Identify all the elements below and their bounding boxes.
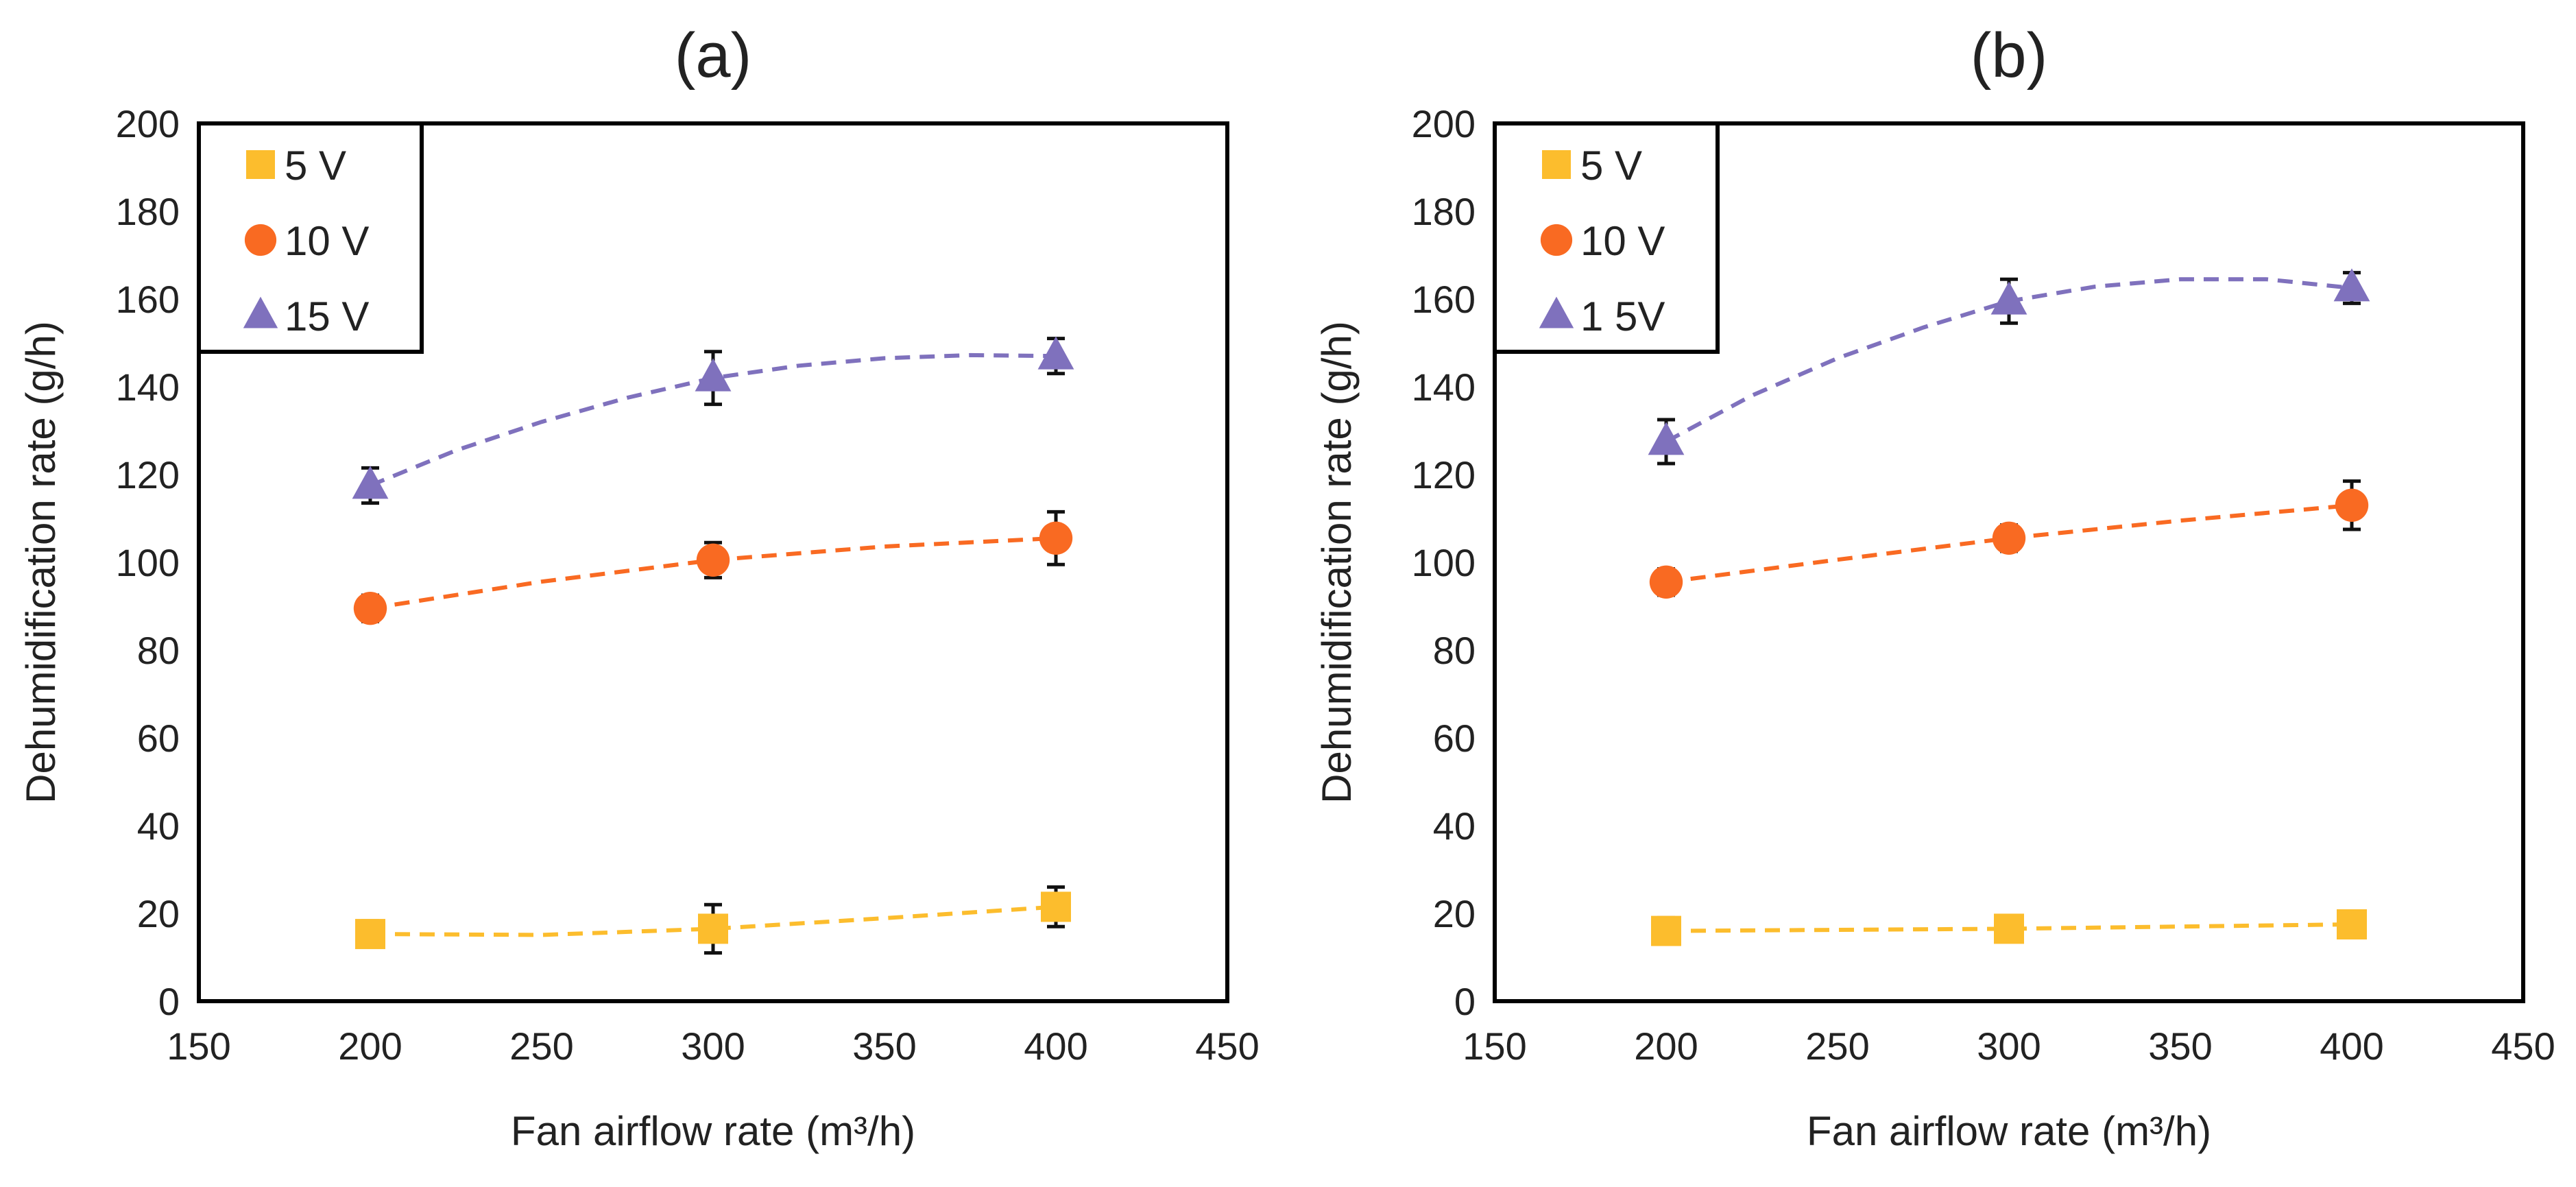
y-tick-label: 140 <box>116 365 180 409</box>
y-tick-label: 100 <box>1412 541 1476 584</box>
y-tick-label: 120 <box>1412 453 1476 496</box>
x-tick-label: 300 <box>681 1024 745 1068</box>
y-tick-label: 20 <box>1433 892 1476 935</box>
series-1 <box>1649 479 2369 599</box>
x-axis-title: Fan airflow rate (m³/h) <box>1807 1108 2211 1154</box>
x-tick-label: 400 <box>1024 1024 1087 1068</box>
legend-marker <box>1539 296 1574 328</box>
legend-marker <box>243 296 278 328</box>
x-tick-label: 250 <box>1805 1024 1869 1068</box>
data-point <box>2335 488 2369 522</box>
y-tick-label: 60 <box>1433 717 1476 760</box>
data-point <box>695 358 732 392</box>
x-tick-label: 350 <box>2148 1024 2212 1068</box>
legend-marker <box>246 150 275 179</box>
data-point <box>696 543 730 577</box>
y-tick-label: 140 <box>1412 365 1476 409</box>
y-tick-label: 180 <box>1412 190 1476 233</box>
x-tick-label: 450 <box>1195 1024 1259 1068</box>
data-point <box>2337 909 2367 939</box>
plot-frame <box>197 121 1229 1003</box>
legend-item: 10 V <box>1540 218 1665 264</box>
legend-marker <box>1542 150 1571 179</box>
legend-label: 1 5V <box>1580 293 1665 339</box>
y-axis-title: Dehumidification rate (g/h) <box>1314 321 1360 804</box>
series-1 <box>353 509 1073 625</box>
y-tick-label: 80 <box>137 629 180 672</box>
legend-item: 10 V <box>244 218 369 264</box>
y-tick-label: 200 <box>1412 102 1476 145</box>
trend-line <box>370 904 1057 937</box>
legend-label: 5 V <box>1580 143 1642 189</box>
panel-title: (a) <box>675 21 751 91</box>
series-2 <box>352 336 1074 505</box>
legend-item: 5 V <box>246 143 346 189</box>
legend-marker <box>1540 224 1573 256</box>
data-point <box>1039 521 1073 555</box>
legend: 5 V 10 V 15 V <box>197 121 424 354</box>
data-point <box>352 466 389 499</box>
x-tick-label: 400 <box>2320 1024 2383 1068</box>
x-tick-label: 250 <box>509 1024 573 1068</box>
data-point <box>1648 422 1685 455</box>
y-tick-label: 160 <box>116 278 180 321</box>
chart-panel-b: (b) 150 200 250 300 350 400 450 0 20 40 60 80 100 120 1… <box>1314 21 2555 1154</box>
y-tick-label: 40 <box>137 804 180 848</box>
legend-item: 15 V <box>243 293 369 339</box>
data-point <box>1994 913 2024 944</box>
legend-marker <box>244 224 277 256</box>
chart-panel-a: (a) 150 200 250 300 350 400 450 0 20 40 60 80 100 120 1… <box>18 21 1260 1154</box>
x-tick-label: 150 <box>1462 1024 1526 1068</box>
x-tick-label: 200 <box>1634 1024 1698 1068</box>
y-tick-label: 120 <box>116 453 180 496</box>
data-point <box>1649 565 1683 599</box>
data-point <box>1651 915 1681 946</box>
legend-item: 1 5V <box>1539 293 1665 339</box>
x-tick-label: 300 <box>1977 1024 2041 1068</box>
legend-box <box>197 121 424 354</box>
panel-title: (b) <box>1971 21 2047 91</box>
x-tick-label: 450 <box>2491 1024 2555 1068</box>
x-tick-label: 200 <box>338 1024 402 1068</box>
legend-label: 10 V <box>1580 218 1665 264</box>
data-point <box>2333 268 2370 302</box>
series-0 <box>355 885 1071 955</box>
y-tick-label: 60 <box>137 717 180 760</box>
y-axis-title: Dehumidification rate (g/h) <box>18 321 64 804</box>
data-point <box>1041 891 1071 922</box>
legend: 5 V 10 V 1 5V <box>1493 121 1720 354</box>
y-tick-label: 100 <box>116 541 180 584</box>
y-tick-label: 0 <box>1454 980 1476 1023</box>
data-point <box>698 913 728 944</box>
legend-item: 5 V <box>1542 143 1642 189</box>
y-tick-label: 40 <box>1433 804 1476 848</box>
series-0 <box>1651 909 2367 946</box>
y-tick-label: 80 <box>1433 629 1476 672</box>
series-2 <box>1648 268 2370 466</box>
data-point <box>1992 521 2026 555</box>
y-tick-label: 0 <box>158 980 180 1023</box>
y-tick-label: 200 <box>116 102 180 145</box>
data-point <box>1990 281 2027 315</box>
data-point <box>1037 336 1074 370</box>
legend-label: 5 V <box>285 143 346 189</box>
legend-box <box>1493 121 1720 354</box>
x-axis-title: Fan airflow rate (m³/h) <box>511 1108 915 1154</box>
trend-line <box>1665 922 2352 933</box>
legend-label: 10 V <box>285 218 369 264</box>
legend-label: 15 V <box>285 293 369 339</box>
x-tick-label: 350 <box>852 1024 916 1068</box>
data-point <box>353 592 387 625</box>
y-tick-label: 160 <box>1412 278 1476 321</box>
y-tick-label: 20 <box>137 892 180 935</box>
y-tick-label: 180 <box>116 190 180 233</box>
x-tick-label: 150 <box>167 1024 230 1068</box>
data-point <box>355 919 385 950</box>
plot-frame <box>1493 121 2525 1003</box>
